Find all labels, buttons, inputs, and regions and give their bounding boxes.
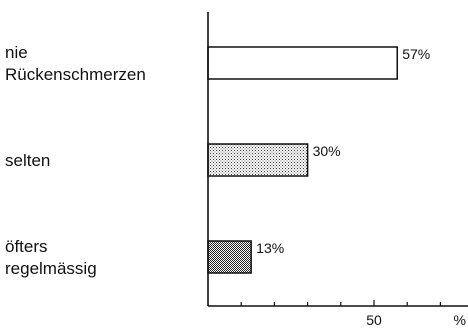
bar-3 — [207, 240, 252, 274]
category-label-3-line-2: regelmässig — [5, 259, 97, 278]
category-label-2-line-1: selten — [5, 151, 50, 170]
x-tick-label-2: % — [454, 312, 466, 328]
category-label-1-line-2: Rückenschmerzen — [5, 65, 146, 84]
category-label-3-line-1: öfters — [5, 237, 48, 256]
x-tick-label-1: 50 — [366, 312, 382, 328]
value-label-1: 57% — [402, 46, 430, 62]
bar-2 — [207, 143, 309, 177]
value-label-3: 13% — [256, 240, 284, 256]
category-label-1-line-1: nie — [5, 43, 28, 62]
bar-1 — [207, 46, 398, 80]
value-label-2: 30% — [313, 143, 341, 159]
